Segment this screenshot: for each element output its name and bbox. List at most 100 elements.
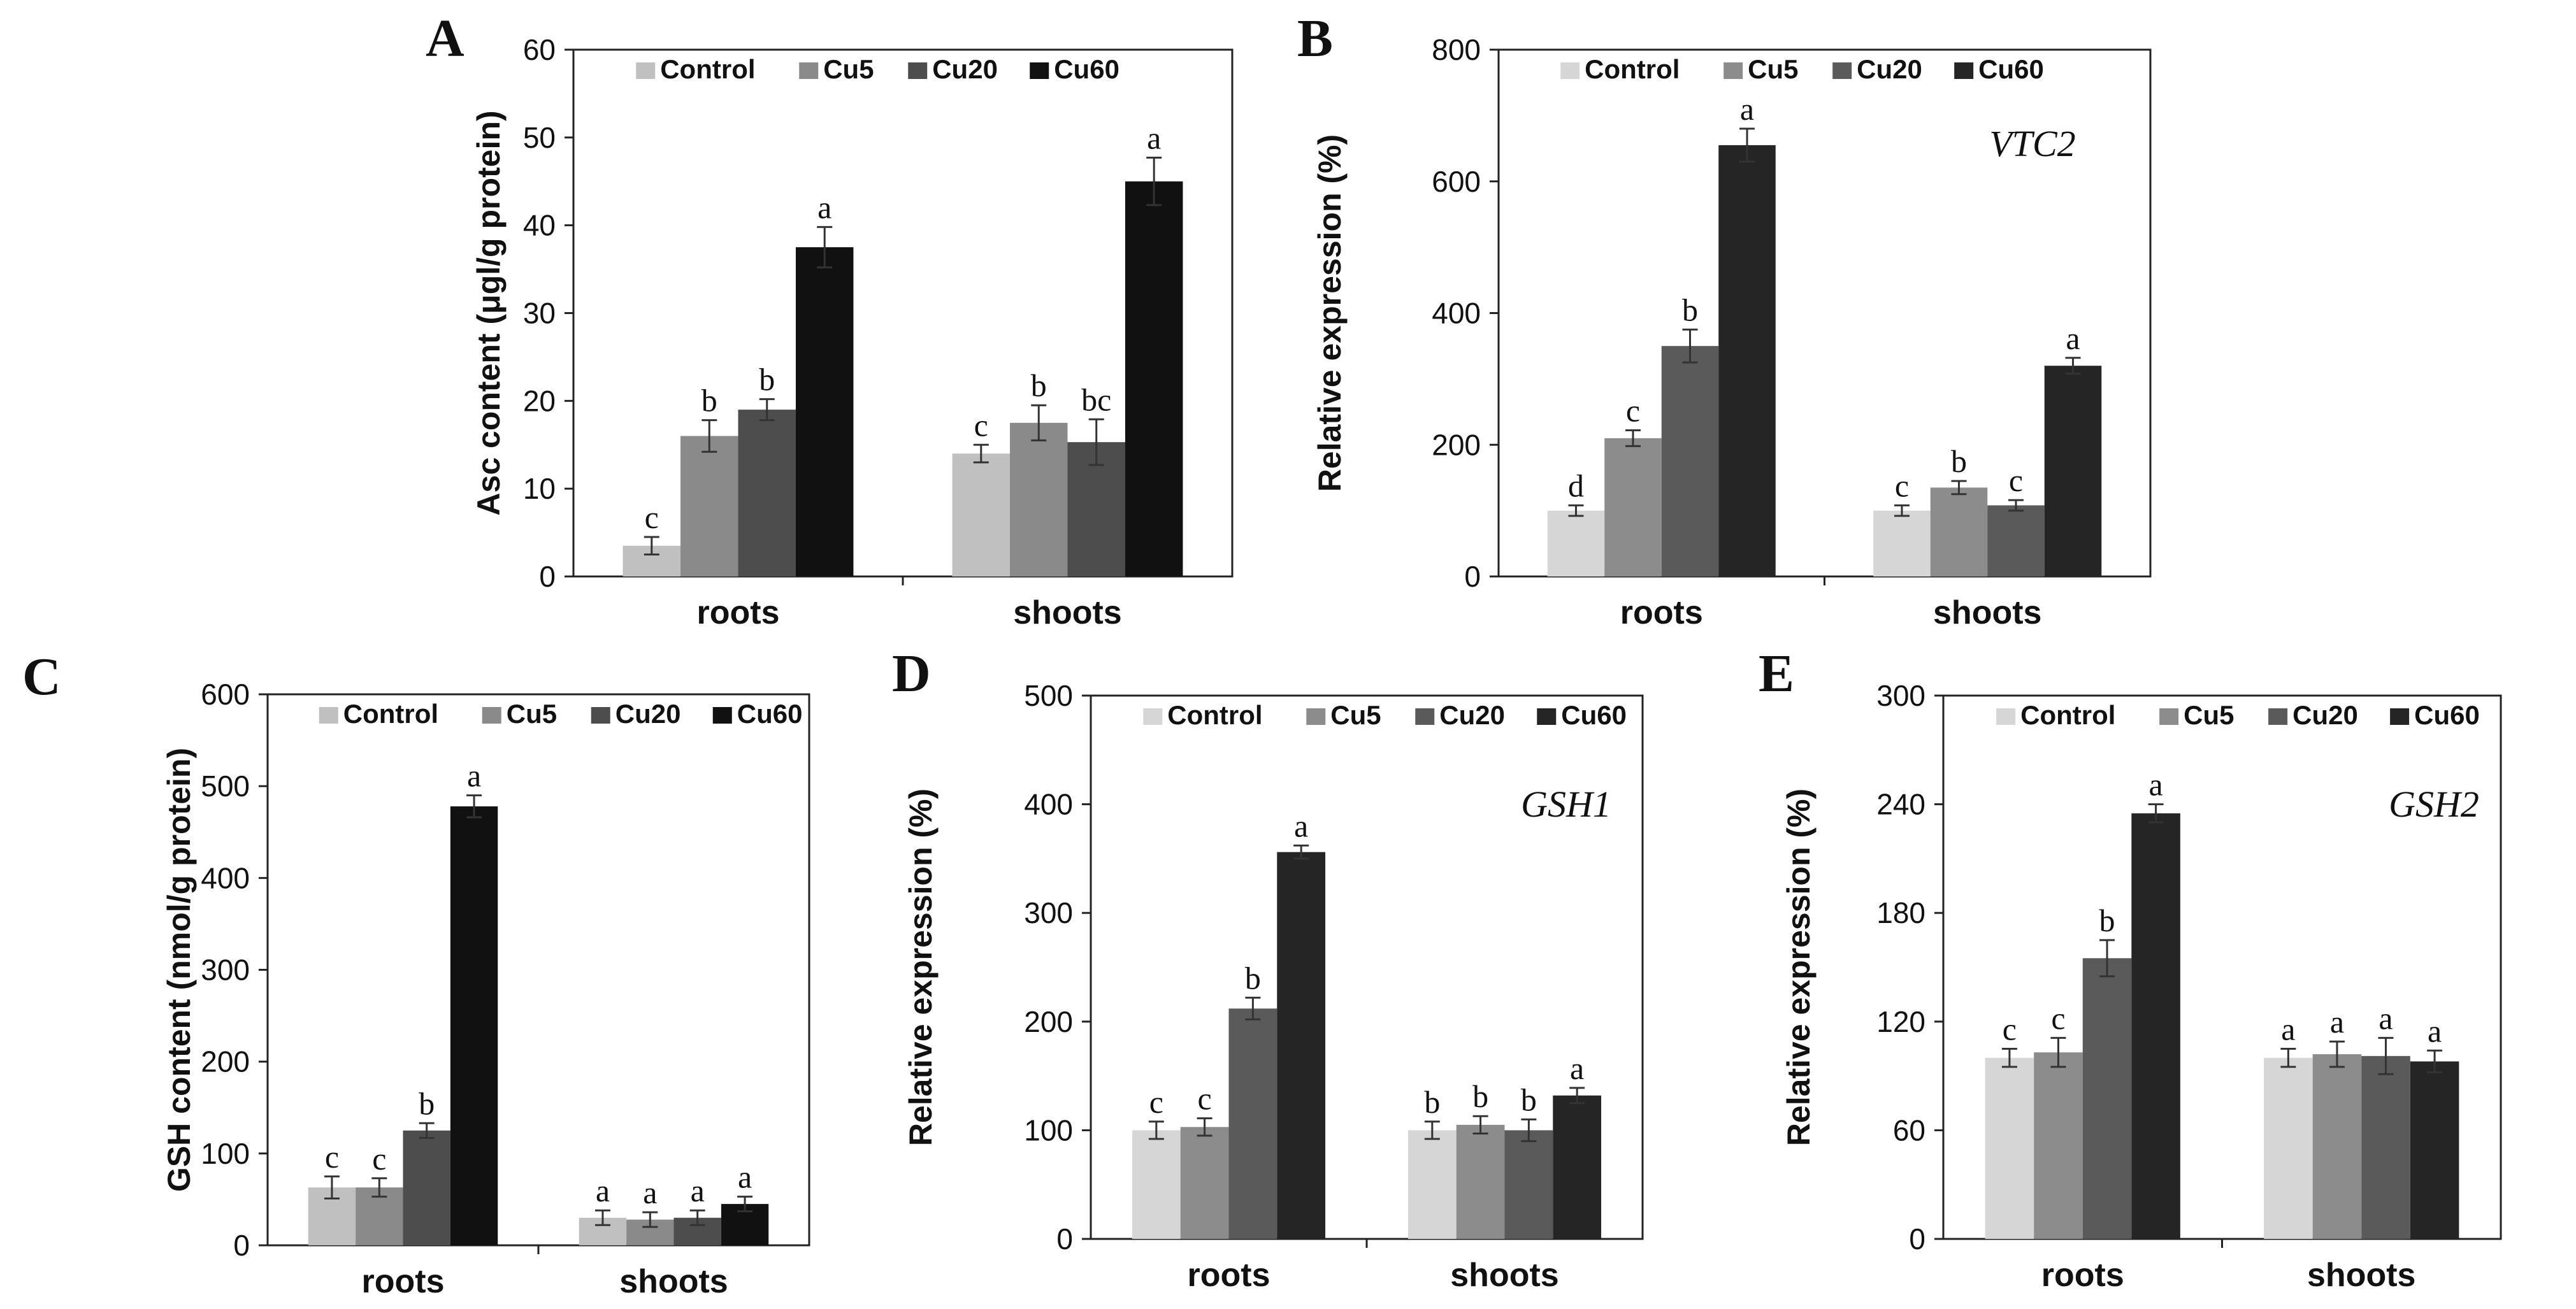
gene-label: GSH2 <box>2389 783 2479 825</box>
category-label-shoots: shoots <box>2307 1257 2415 1294</box>
y-tick-label: 400 <box>1024 788 1073 821</box>
legend-swatch-cu20 <box>2268 708 2288 725</box>
legend-label-cu5: Cu5 <box>1748 54 1798 84</box>
significance-label: a <box>1570 1050 1584 1086</box>
legend-label-control: Control <box>1167 700 1262 730</box>
legend-label-cu5: Cu5 <box>2184 700 2234 730</box>
y-tick-label: 400 <box>1432 297 1481 330</box>
significance-label: b <box>702 383 717 418</box>
legend-label-cu60: Cu60 <box>1978 54 2044 84</box>
category-label-roots: roots <box>1620 594 1703 631</box>
panel-letter: B <box>1297 9 1333 68</box>
y-axis-title: Asc content (μgl/g protein) <box>471 110 507 515</box>
significance-label: a <box>1147 120 1161 156</box>
significance-label: b <box>1521 1082 1537 1117</box>
error-bar <box>2148 803 2164 824</box>
significance-label: b <box>1245 960 1261 996</box>
legend-label-cu20: Cu20 <box>1439 700 1505 730</box>
y-tick-label: 200 <box>1024 1005 1073 1038</box>
legend-label-cu60: Cu60 <box>1054 54 1119 84</box>
legend-label-cu20: Cu20 <box>2292 700 2358 730</box>
error-bar <box>466 794 482 819</box>
error-bar <box>1197 1117 1212 1137</box>
y-tick-label: 60 <box>523 33 556 66</box>
category-label-shoots: shoots <box>1013 594 1121 631</box>
legend-swatch-cu5 <box>799 62 819 79</box>
chart-panel-c: C 0 100 200 300 400 500 600 GSH content (nmol/g … <box>22 647 810 1300</box>
error-bar <box>2099 939 2115 978</box>
error-bar <box>594 1209 610 1226</box>
legend-label-cu60: Cu60 <box>737 699 803 729</box>
panel-letter: A <box>426 9 464 68</box>
legend-label-cu20: Cu20 <box>932 54 998 84</box>
y-tick-label: 40 <box>523 209 556 242</box>
legend-swatch-cu5 <box>1723 62 1743 79</box>
significance-label: c <box>1895 468 1909 503</box>
y-axis-title: Relative expression (%) <box>1781 789 1817 1146</box>
significance-label: b <box>1951 443 1967 479</box>
chart-panel-b: B 0 200 400 600 800 Relative expression (%) roo… <box>1297 9 2152 631</box>
error-bar <box>1424 1120 1440 1140</box>
error-bar <box>2378 1036 2394 1075</box>
significance-label: a <box>1740 91 1754 127</box>
bar-shoots-cu60 <box>2410 1061 2459 1239</box>
error-bar <box>2329 1040 2345 1068</box>
legend-swatch-cu20 <box>1832 62 1852 79</box>
y-tick-label: 0 <box>1056 1222 1073 1255</box>
error-bar <box>2427 1049 2443 1073</box>
legend-swatch-cu5 <box>2159 708 2179 725</box>
bar-shoots-cu60 <box>2044 366 2102 576</box>
y-axis-title: Relative expression (%) <box>903 789 939 1146</box>
y-tick-label: 200 <box>1432 428 1481 461</box>
category-label-roots: roots <box>362 1263 445 1300</box>
significance-label: b <box>759 362 775 397</box>
legend-swatch-cu5 <box>1306 708 1326 725</box>
bar-roots-cu60 <box>450 806 498 1245</box>
y-tick-label: 100 <box>201 1137 250 1170</box>
significance-label: b <box>2099 903 2115 938</box>
bar-roots-cu60 <box>1718 145 1776 577</box>
error-bar <box>1951 480 1967 496</box>
y-tick-label: 100 <box>1024 1113 1073 1147</box>
error-bar <box>1739 127 1755 163</box>
bar-roots-control <box>1985 1057 2034 1239</box>
chart-panel-a: A 0 10 20 30 40 50 60 Asc content (μgl/g protein… <box>426 9 1234 631</box>
panel-letter: E <box>1759 644 1794 703</box>
legend-swatch-cu20 <box>591 707 610 724</box>
y-tick-label: 600 <box>1432 165 1481 198</box>
error-bar <box>1568 504 1584 517</box>
bar-roots-cu5 <box>2034 1052 2083 1239</box>
category-label-roots: roots <box>697 594 780 631</box>
legend-swatch-control <box>1143 708 1163 725</box>
error-bar <box>1245 996 1261 1020</box>
bar-roots-cu20 <box>2082 958 2132 1239</box>
significance-label: a <box>738 1159 752 1195</box>
significance-label: a <box>2066 320 2080 356</box>
error-bar <box>1293 844 1309 860</box>
bar-roots-cu20 <box>1228 1008 1277 1239</box>
legend-swatch-cu60 <box>712 707 732 724</box>
bar-roots-control <box>1547 510 1605 576</box>
significance-label: a <box>1294 808 1308 843</box>
bar-shoots-cu5 <box>2312 1054 2362 1239</box>
y-axis-title: GSH content (nmol/g protein) <box>161 748 197 1192</box>
error-bar <box>419 1122 435 1139</box>
y-tick-label: 500 <box>1024 679 1073 712</box>
legend-label-control: Control <box>660 54 755 84</box>
error-bar <box>1569 1087 1585 1105</box>
legend-label-cu60: Cu60 <box>1561 700 1627 730</box>
y-tick-label: 0 <box>233 1229 250 1262</box>
error-bar <box>1682 328 1698 364</box>
significance-label: a <box>691 1173 705 1208</box>
bar-roots-cu5 <box>1604 438 1662 576</box>
category-label-roots: roots <box>1188 1257 1270 1294</box>
error-bar <box>2050 1036 2066 1068</box>
significance-label: c <box>1198 1081 1212 1117</box>
bar-roots-cu20 <box>1661 346 1719 576</box>
error-bar <box>644 536 659 556</box>
y-tick-label: 800 <box>1432 33 1481 66</box>
legend-label-cu20: Cu20 <box>615 699 681 729</box>
legend-label-cu20: Cu20 <box>1857 54 1922 84</box>
significance-label: a <box>2148 767 2162 803</box>
error-bar <box>2008 499 2024 512</box>
